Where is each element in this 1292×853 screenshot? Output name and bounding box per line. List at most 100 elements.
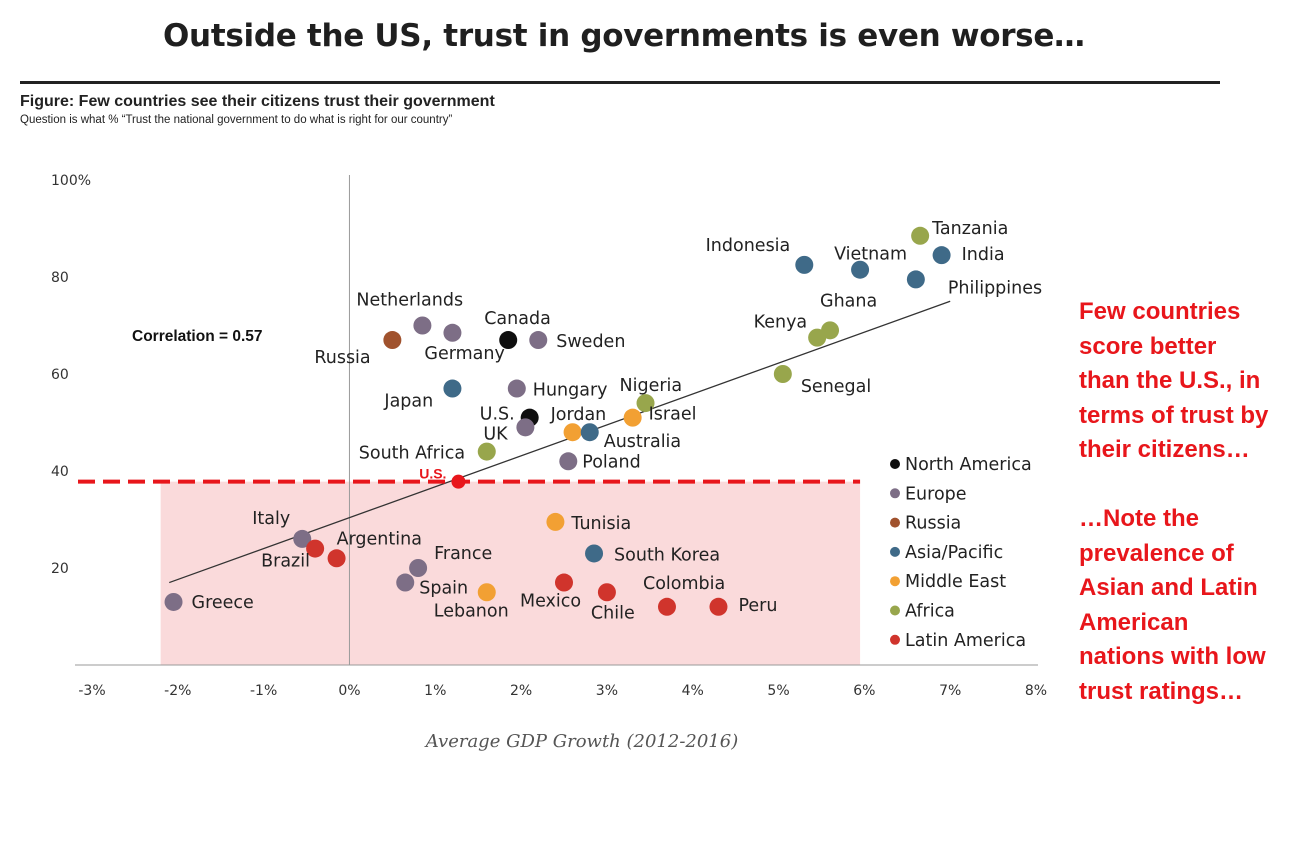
point-israel [623,408,642,427]
point-label-greece: Greece [192,593,254,613]
x-axis-title: Average GDP Growth (2012-2016) [424,731,739,752]
point-label-uk: UK [483,424,508,444]
point-sweden [529,331,548,350]
point-label-hungary: Hungary [533,381,608,401]
legend-marker-europe [890,488,900,499]
x-tick-label: -2% [164,683,191,699]
point-lebanon [477,583,496,602]
legend-label-latin-america: Latin America [905,631,1026,651]
us-highlight-point [451,474,466,489]
point-label-argentina: Argentina [337,529,422,549]
point-jordan [563,423,582,442]
point-label-france: France [434,544,492,564]
note-prevalence: …Note the prevalence of Asian and Latin … [1079,502,1284,709]
figure-title: Figure: Few countries see their citizens… [20,93,495,110]
point-label-colombia: Colombia [643,574,725,594]
point-australia [580,423,599,442]
legend-marker-asia-pacific [890,546,900,557]
low-trust-shaded-region [160,481,861,665]
point-colombia [657,597,676,616]
point-south-africa [477,442,496,461]
point-france [409,559,428,577]
y-tick-label: 80 [51,270,69,286]
y-tick-label: 40 [51,464,69,480]
point-hungary [507,379,526,398]
correlation-label: Correlation = 0.57 [132,328,263,345]
legend-marker-north-america [890,459,900,469]
point-label-tanzania: Tanzania [931,219,1008,239]
point-italy [293,529,312,548]
point-label-peru: Peru [738,596,777,616]
point-uk [516,418,535,437]
point-label-south-africa: South Africa [359,444,465,464]
legend-label-africa: Africa [905,602,955,622]
note-line: nations with low [1079,643,1266,670]
legend-label-europe: Europe [905,484,967,504]
point-vietnam [851,260,870,279]
point-poland [559,452,578,471]
point-canada [499,331,518,350]
note-line: score better [1079,332,1217,360]
legend-label-asia-pacific: Asia/Pacific [905,543,1003,563]
point-russia [383,331,402,350]
x-tick-label: 1% [424,683,446,699]
y-tick-label: 60 [51,367,69,383]
point-south-korea [585,544,604,563]
point-ghana [821,321,840,340]
note-line: terms of trust by [1079,401,1269,429]
x-tick-label: 0% [338,683,360,699]
point-label-india: India [962,245,1005,265]
note-line: trust ratings… [1079,677,1244,705]
us-highlight-label: U.S. [419,466,446,482]
note-line: American [1079,608,1189,636]
point-germany [443,323,462,342]
point-label-lebanon: Lebanon [434,601,509,621]
point-tunisia [546,512,565,531]
point-mexico [555,573,573,592]
point-spain [396,573,415,592]
point-label-russia: Russia [314,348,370,368]
y-tick-label: 20 [51,561,69,577]
point-tanzania [911,226,930,245]
note-line: their citizens… [1079,436,1250,463]
point-argentina [327,549,346,568]
point-label-indonesia: Indonesia [706,236,791,256]
point-chile [597,583,616,602]
point-indonesia [795,255,814,274]
point-label-chile: Chile [591,603,635,623]
note-line: Few countries [1079,298,1241,325]
note-line: Asian and Latin [1079,574,1258,601]
point-label-spain: Spain [419,579,468,599]
point-label-brazil: Brazil [261,552,310,572]
x-tick-label: 8% [1025,683,1047,699]
note-line: prevalence of [1079,539,1234,567]
point-label-canada: Canada [484,309,551,329]
legend-marker-latin-america [890,634,900,645]
x-tick-label: 4% [682,683,704,699]
x-tick-label: 2% [510,683,532,699]
x-tick-label: -3% [78,683,105,699]
point-label-mexico: Mexico [520,592,581,612]
point-label-germany: Germany [424,344,504,364]
point-nigeria [636,394,655,413]
note-line: …Note the [1079,505,1199,532]
legend-label-middle-east: Middle East [905,572,1006,592]
point-label-nigeria: Nigeria [620,376,683,396]
point-label-netherlands: Netherlands [356,291,463,311]
point-label-japan: Japan [383,392,433,412]
point-label-philippines: Philippines [948,278,1042,298]
x-tick-label: 6% [853,683,875,699]
point-label-poland: Poland [582,452,640,472]
point-india [932,246,951,265]
point-label-italy: Italy [252,509,290,529]
point-label-tunisia: Tunisia [570,514,631,534]
legend-label-russia: Russia [905,514,961,534]
point-greece [164,592,183,611]
point-label-south-korea: South Korea [614,545,720,565]
x-tick-label: 5% [767,683,789,699]
legend-marker-africa [890,605,900,616]
point-label-kenya: Kenya [754,313,808,333]
point-japan [443,379,462,398]
point-label-u-s: U.S. [480,405,515,425]
figure-subtitle: Question is what % “Trust the national g… [20,114,453,126]
